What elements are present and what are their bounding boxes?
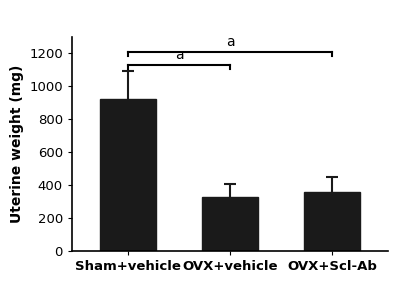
Y-axis label: Uterine weight (mg): Uterine weight (mg)	[10, 65, 24, 223]
Bar	[202, 197, 258, 251]
Bar	[304, 192, 360, 251]
Text: a: a	[226, 35, 234, 49]
Text: a: a	[175, 48, 183, 62]
Bar	[100, 99, 156, 251]
